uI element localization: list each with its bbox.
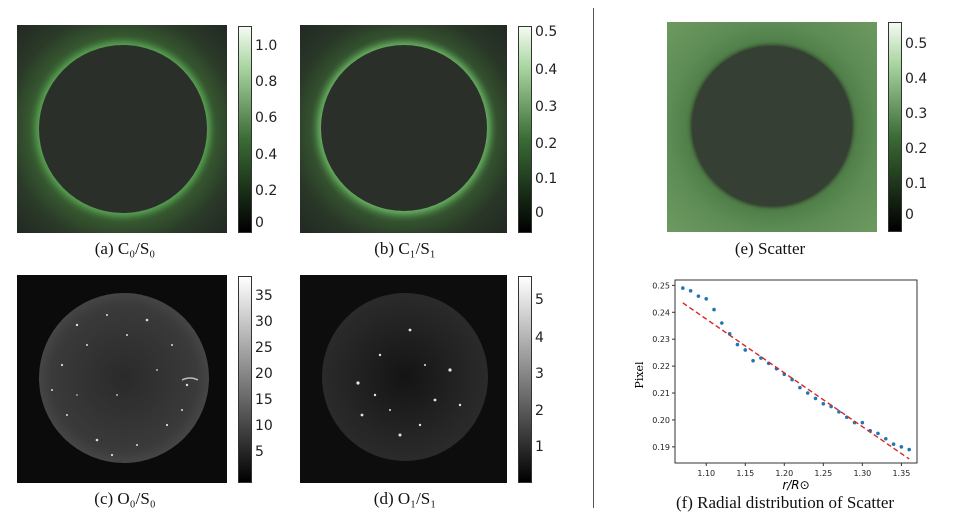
speckle-dots-d [356,328,462,437]
tick-label: 1 [535,439,544,455]
scatter-point [712,307,716,312]
tick-label: 10 [255,418,273,434]
y-tick-label: 0.24 [652,308,670,317]
x-tick-label: 1.35 [892,469,910,478]
tick-label: 0.4 [255,147,278,163]
tick-label: 4 [535,330,544,346]
tick-label: 0 [905,207,914,223]
scatter-point [743,348,748,352]
colorbar-e [888,22,902,232]
scatter-point [704,297,709,301]
tick-label: 25 [255,340,273,356]
tick-label: 5 [255,444,264,460]
tick-label: 1.0 [255,38,278,54]
plot-frame [674,279,918,464]
scatter-point [759,356,763,360]
tick-label: 30 [255,314,273,330]
y-tick-label: 0.20 [652,416,670,425]
scatter-point [860,420,865,425]
tick-label: 20 [255,366,273,382]
caption-e: (e) Scatter [734,239,806,258]
tick-label: 3 [535,366,544,382]
tick-label: 2 [535,403,544,419]
tick-label: 15 [255,392,273,408]
scatter-point [907,447,911,452]
scatter-image-e [667,22,877,232]
colorbar-c [238,276,252,483]
tick-label: 0.2 [905,141,928,157]
scatter-point [891,442,896,446]
x-tick-label: 1.25 [814,469,832,478]
tick-label: 0.4 [905,71,928,87]
x-axis-label: r/R⊙ [782,478,809,492]
x-tick-label: 1.20 [775,469,793,478]
scatter-point [837,410,841,414]
scatter-point [688,288,693,293]
tick-label: 0.6 [255,110,278,126]
caption-f: (f) Radial distribution of Scatter [675,493,895,512]
x-tick-label: 1.30 [853,469,871,478]
caption-d: (d) O₁/S₁ [373,489,437,508]
y-tick-label: 0.23 [652,335,670,344]
fit-line [682,302,910,460]
scatter-point [876,431,880,436]
corona-image-b [300,25,507,233]
speckle-image-d [300,275,507,483]
y-tick-label: 0.19 [652,443,670,452]
colorbar-b [518,26,532,233]
tick-label: 0.4 [535,62,558,78]
scatter-point [829,404,833,409]
y-axis-label: Pixel [635,361,646,389]
caption-a: (a) C₀/S₀ [94,239,156,258]
scatter-point [720,321,724,325]
scatter-point [805,391,810,395]
tick-label: 0.5 [535,24,558,40]
colorbar-d [518,276,532,483]
tick-label: 0.5 [905,36,928,52]
caption-c: (c) O₀/S₀ [94,489,156,508]
panel-divider [593,8,594,508]
scatter-point [751,358,755,363]
tick-label: 0.2 [255,183,278,199]
caption-b: (b) C₁/S₁ [374,239,436,258]
tick-label: 5 [535,292,544,308]
tick-label: 0 [255,215,264,231]
tick-label: 0.3 [535,99,558,115]
scatter-point [727,332,732,336]
scatter-point [883,436,888,441]
scatter-point [681,286,685,290]
colorbar-a [238,26,252,233]
tick-label: 0.3 [905,106,928,122]
y-tick-label: 0.25 [652,281,670,290]
speckle-dots-c [51,314,199,457]
tick-label: 35 [255,288,273,304]
scatter-point [735,342,740,347]
speckle-image-c [17,275,227,483]
x-tick-label: 1.15 [736,469,754,478]
scatter-point [899,445,904,449]
x-tick-label: 1.10 [697,469,715,478]
scatter-point [790,377,794,382]
tick-label: 0.1 [535,171,558,187]
y-tick-label: 0.21 [652,389,670,398]
scatter-point [696,294,701,298]
tick-label: 0.2 [535,136,558,152]
tick-label: 0.8 [255,74,278,90]
y-tick-label: 0.22 [652,362,670,371]
scatter-point [798,385,802,390]
corona-image-a [17,25,227,233]
tick-label: 0 [535,205,544,221]
tick-label: 0.1 [905,176,928,192]
radial-scatter-chart: 0.25 0.24 0.23 0.22 0.21 0.20 0.19 1.10 1.15 1.2… [635,279,918,492]
scatter-point [813,396,818,401]
scatter-point [821,401,826,406]
